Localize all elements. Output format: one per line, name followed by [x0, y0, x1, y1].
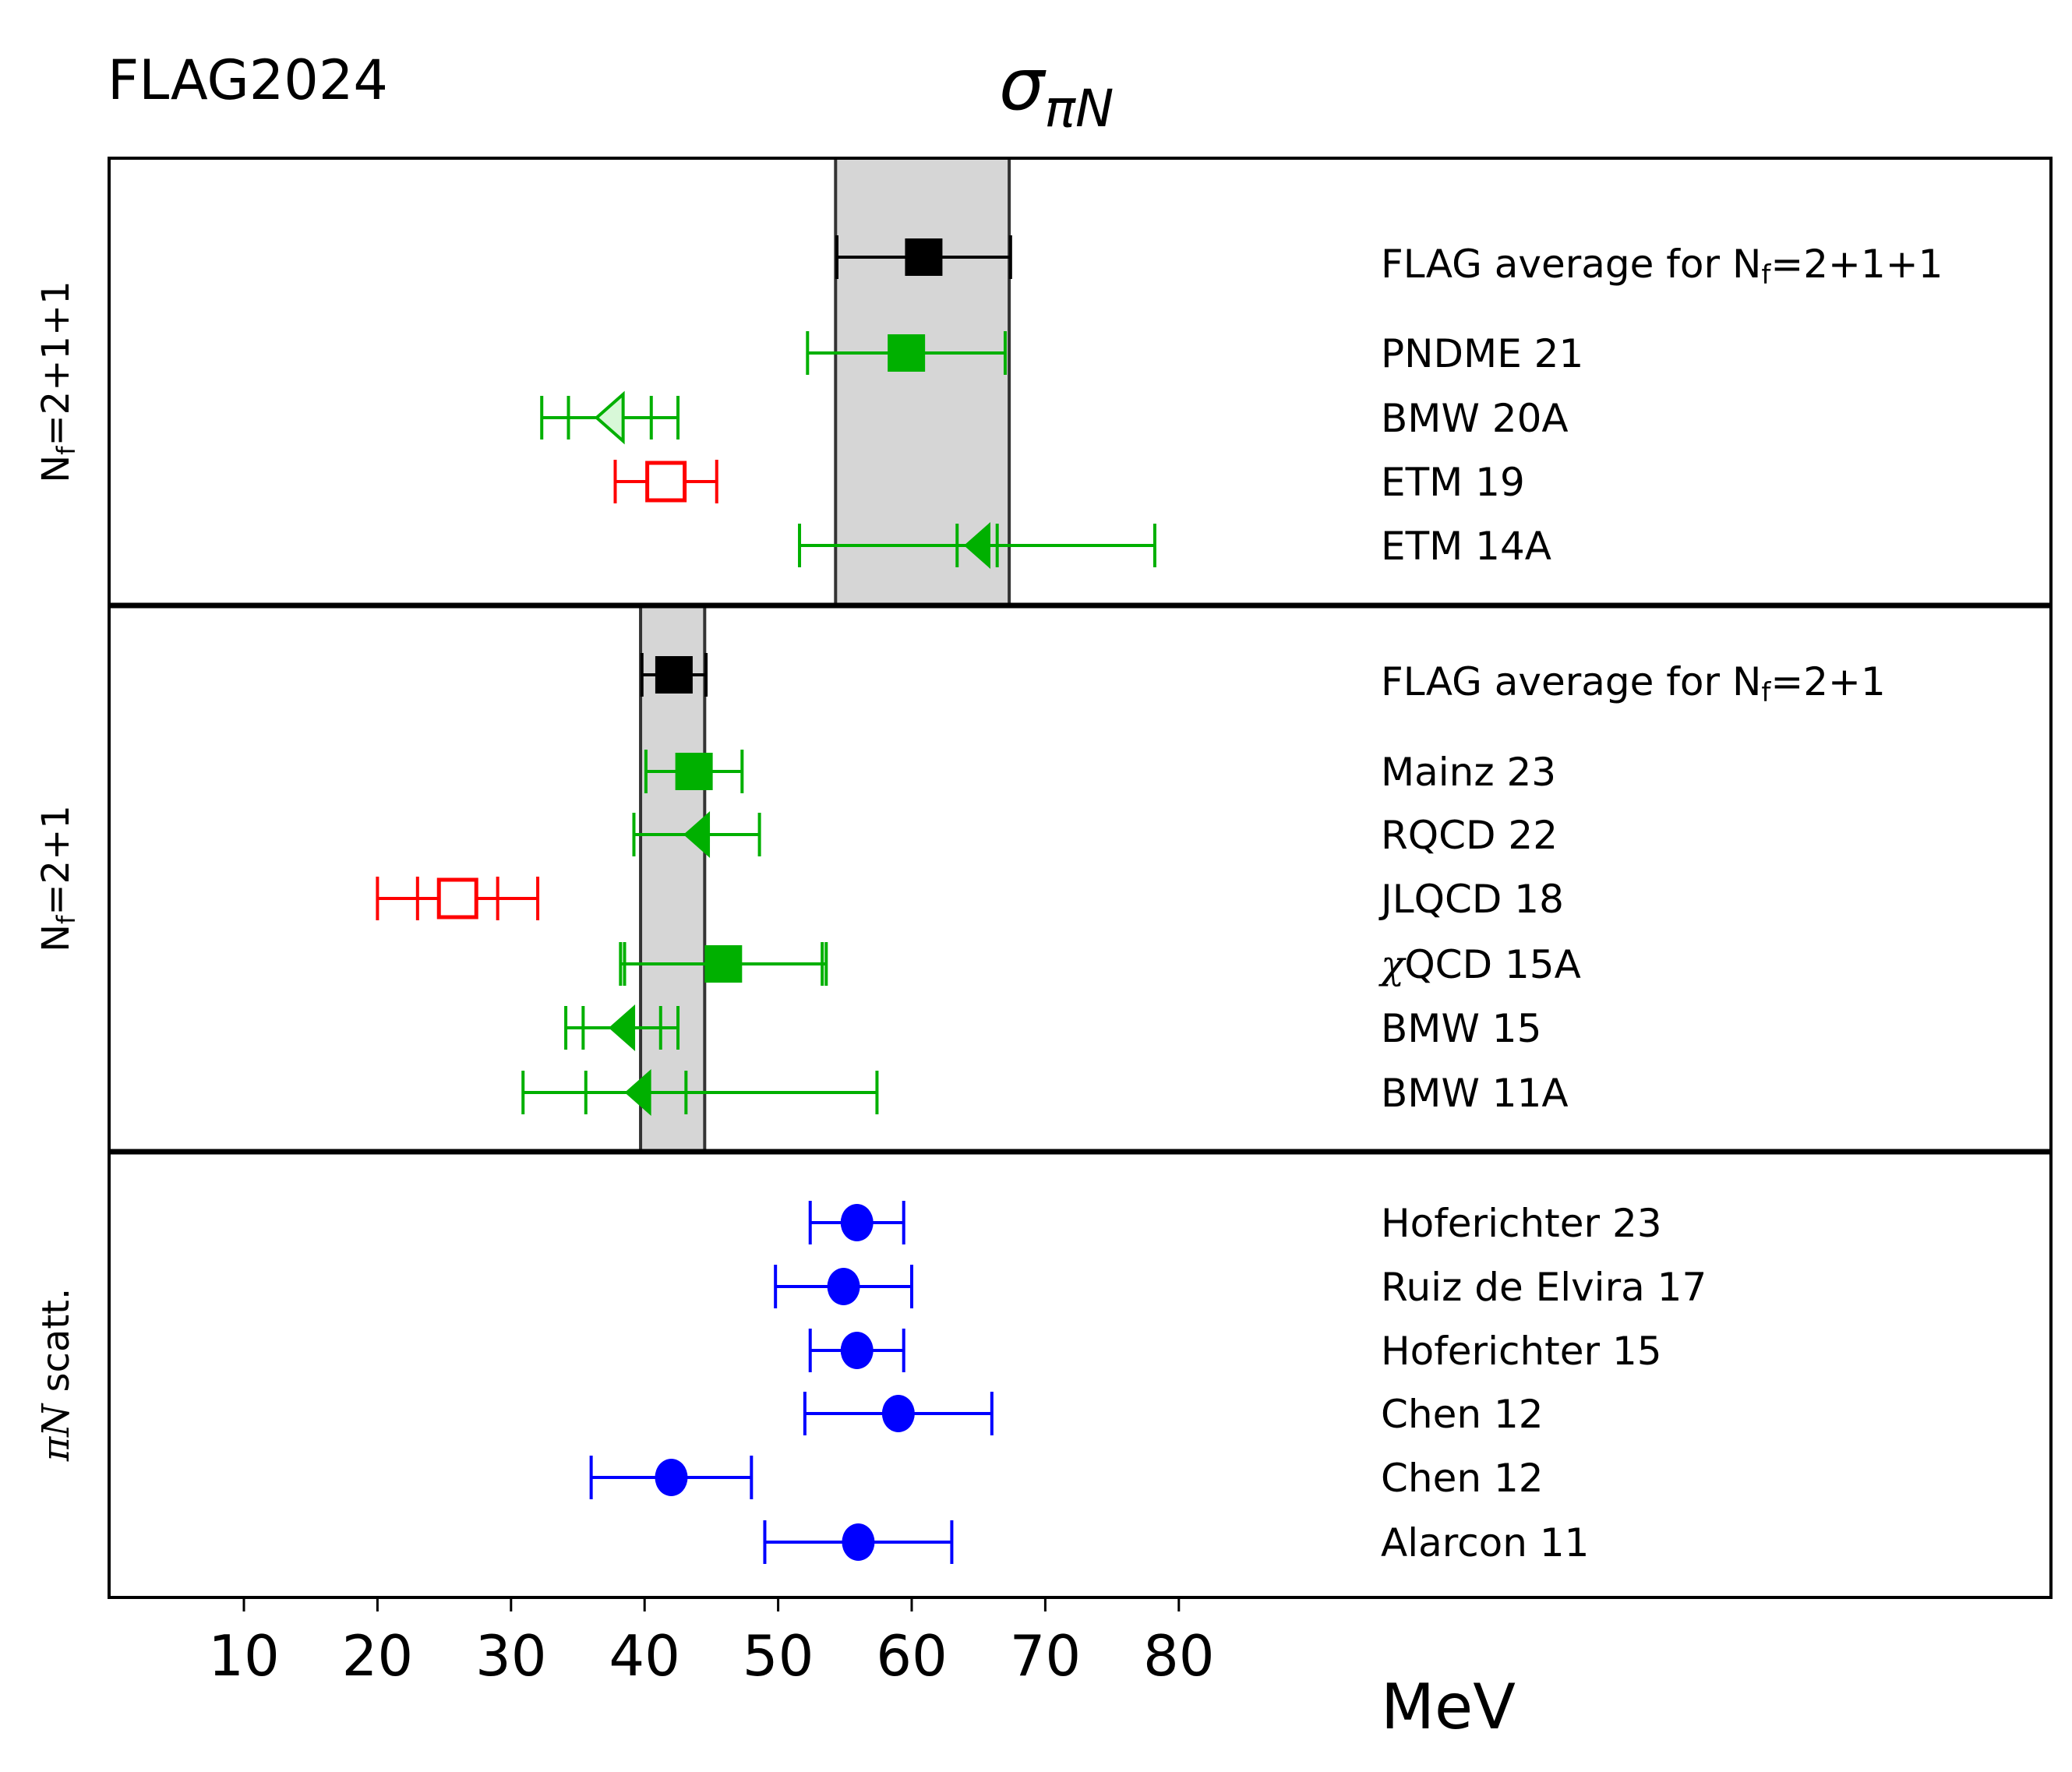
panel-label: Nf=2+1+1: [34, 281, 81, 482]
entry-label: BMW 15: [1381, 1006, 1541, 1051]
entry-label: Chen 12: [1381, 1456, 1544, 1501]
data-point: [589, 1456, 754, 1499]
circle-marker: [842, 1523, 875, 1561]
title-subscript: πN: [1044, 79, 1114, 139]
entry-label-main: FLAG average for N: [1381, 659, 1761, 704]
panel-label: πN scatt.: [34, 1288, 78, 1463]
x-tick-label: 60: [876, 1623, 948, 1689]
square-marker: [888, 334, 926, 372]
x-tick-label: 70: [1010, 1623, 1082, 1689]
data-point: [619, 942, 828, 986]
entry-label: Ruiz de Elvira 17: [1381, 1265, 1707, 1310]
triangle-marker: [609, 1004, 636, 1051]
panel-label-rest: =2+1+1: [34, 281, 78, 446]
panel-label-rest: scatt.: [34, 1288, 78, 1404]
entry-label-sub: f: [1761, 677, 1771, 708]
chart-title: σπN: [999, 43, 1114, 139]
x-tick-label: 30: [475, 1623, 547, 1689]
plot-frame: [108, 157, 2053, 1599]
panel-label: Nf=2+1: [34, 805, 81, 952]
data-point: [521, 1069, 879, 1116]
entry-label-chi: χ: [1378, 942, 1407, 987]
x-tick-label: 10: [208, 1623, 280, 1689]
data-point: [540, 390, 680, 445]
panel-label-n: N: [34, 455, 78, 483]
entry-label-rest: =2+1: [1770, 659, 1885, 704]
panel-label-sub: f: [51, 915, 81, 924]
watermark-text: FLAG2024: [108, 48, 388, 112]
square-marker: [655, 656, 693, 694]
data-point: [376, 877, 540, 920]
square-marker: [905, 238, 943, 276]
entry-label: FLAG average for Nf=2+1+1: [1381, 242, 1943, 291]
triangle-marker: [594, 390, 625, 445]
square-marker: [675, 753, 713, 790]
entry-label: Alarcon 11: [1381, 1520, 1589, 1566]
entry-label-main: FLAG average for N: [1381, 242, 1761, 287]
data-point: [803, 1392, 994, 1435]
triangle-marker: [963, 522, 990, 569]
circle-marker: [840, 1204, 874, 1241]
entry-label: ETM 19: [1381, 460, 1525, 505]
entry-label-sub: f: [1761, 259, 1771, 291]
entry-label: RQCD 22: [1381, 813, 1558, 858]
entry-label: BMW 11A: [1381, 1071, 1569, 1116]
data-point: [644, 750, 744, 793]
entry-label: JLQCD 18: [1378, 877, 1564, 922]
entry-label: χQCD 15A: [1378, 942, 1581, 987]
average-point: [640, 653, 708, 697]
triangle-marker: [683, 811, 711, 858]
entry-label: Mainz 23: [1381, 750, 1556, 795]
data-point: [798, 522, 1156, 569]
entry-label: Chen 12: [1381, 1392, 1544, 1437]
entry-label-rest: =2+1+1: [1770, 242, 1943, 287]
data-point: [763, 1520, 954, 1564]
entry-label-rest: QCD 15A: [1404, 942, 1581, 987]
data-point: [806, 331, 1007, 375]
entry-label: Hoferichter 23: [1381, 1201, 1662, 1246]
entry-label: PNDME 21: [1381, 331, 1583, 376]
panel-label-n: N: [34, 924, 78, 952]
data-point: [808, 1329, 905, 1372]
data-point: [774, 1265, 913, 1308]
circle-marker: [840, 1332, 874, 1369]
circle-marker: [881, 1395, 915, 1432]
circle-marker: [655, 1459, 688, 1496]
entry-label: FLAG average for Nf=2+1: [1381, 659, 1886, 708]
x-tick-label: 40: [609, 1623, 680, 1689]
panel-label-rest: =2+1: [34, 805, 78, 916]
panel-3: πN scatt. Hoferichter 23 Ruiz de Elvira 17…: [34, 1201, 1707, 1566]
entry-label: Hoferichter 15: [1381, 1329, 1662, 1374]
average-band: [835, 158, 1010, 605]
average-point: [835, 235, 1012, 279]
entry-label: ETM 14A: [1381, 524, 1551, 569]
panel-label-sub: f: [51, 446, 81, 455]
flag-watermark: FLAG2024: [108, 48, 388, 112]
triangle-marker: [624, 1069, 651, 1116]
square-marker: [704, 945, 743, 983]
data-point: [613, 460, 718, 503]
title-sigma: σ: [999, 43, 1047, 126]
square-marker: [645, 461, 687, 503]
x-axis-label: MeV: [1381, 1671, 1516, 1743]
average-band: [641, 605, 705, 1152]
data-point: [808, 1201, 905, 1244]
entry-label: BMW 20A: [1381, 396, 1569, 441]
data-point: [564, 1004, 680, 1051]
circle-marker: [827, 1268, 860, 1305]
x-tick-label: 80: [1143, 1623, 1215, 1689]
panel-label-pin: πN: [34, 1403, 78, 1463]
square-marker: [436, 877, 478, 920]
x-tick-label: 20: [342, 1623, 414, 1689]
data-point: [632, 811, 761, 858]
x-tick-label: 50: [743, 1623, 814, 1689]
